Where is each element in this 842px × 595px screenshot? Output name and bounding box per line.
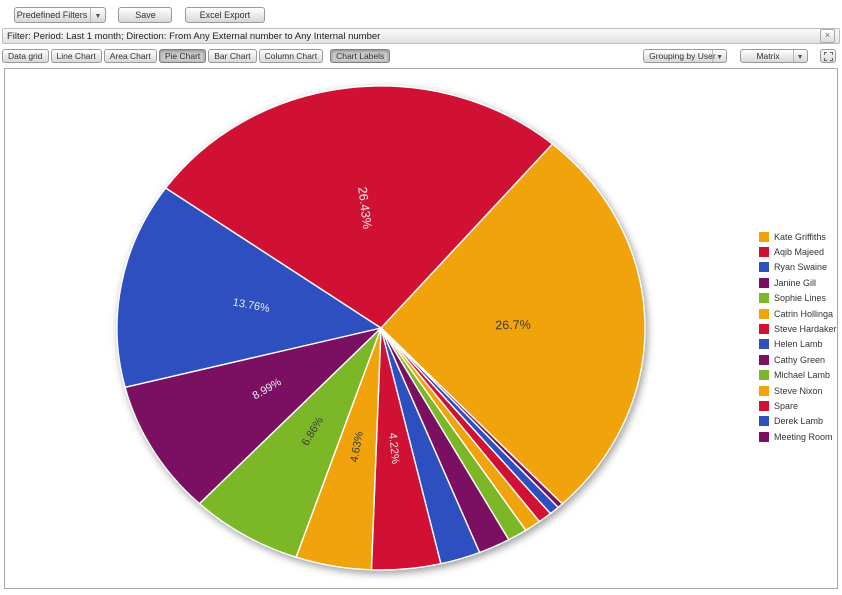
maximize-icon	[823, 52, 833, 61]
chart-type-button-pie-chart[interactable]: Pie Chart	[158, 49, 207, 63]
legend-label: Janine Gill	[774, 277, 817, 288]
legend-swatch	[759, 354, 769, 365]
pie-slice-label: 26.43%	[355, 186, 374, 230]
legend-label: Spare	[774, 400, 799, 411]
pie-slice[interactable]	[124, 326, 384, 505]
chart-type-button-chart-labels[interactable]: Chart Labels	[330, 49, 391, 63]
chevron-down-icon: ▼	[712, 50, 726, 62]
legend-swatch	[759, 247, 769, 258]
chart-type-button-column-chart[interactable]: Column Chart	[258, 49, 324, 63]
pie-slice[interactable]	[198, 327, 382, 559]
legend-label: Catrin Hollinga	[774, 308, 834, 319]
legend-label: Cathy Green	[774, 354, 826, 365]
legend-item[interactable]: Janine Gill	[759, 275, 837, 290]
legend-swatch	[759, 400, 769, 411]
legend-label: Kate Griffiths	[774, 231, 826, 242]
pie-slice[interactable]	[116, 187, 383, 389]
filter-summary-text: Filter: Period: Last 1 month; Direction:…	[7, 30, 381, 42]
chart-type-button-line-chart[interactable]: Line Chart	[50, 49, 102, 63]
predefined-filters-dropdown[interactable]: Predefined Filters ▼	[14, 7, 106, 23]
legend-swatch	[759, 308, 769, 319]
legend-item[interactable]: Spare	[759, 398, 837, 413]
chart-toolbar: Data grid Line Chart Area Chart Pie Chart Ba…	[2, 49, 840, 64]
legend-label: Derek Lamb	[774, 416, 824, 427]
legend-swatch	[759, 370, 769, 381]
legend-item[interactable]: Cathy Green	[759, 352, 837, 367]
legend-item[interactable]: Steve Nixon	[759, 383, 837, 398]
save-button[interactable]: Save	[118, 7, 173, 23]
chart-type-button-bar-chart[interactable]: Bar Chart	[208, 49, 257, 63]
legend-label: Aqib Majeed	[774, 247, 825, 258]
pie-slice-label: 4.63%	[348, 430, 365, 463]
legend-item[interactable]: Derek Lamb	[759, 414, 837, 429]
legend-label: Ryan Swaine	[774, 262, 828, 273]
matrix-label: Matrix	[756, 51, 780, 61]
chart-area: 26.7% 4.22% 4.63% 6.86% 8.99% 13.76% 26.43% Ka…	[4, 68, 838, 589]
legend-label: Helen Lamb	[774, 339, 823, 350]
maximize-button[interactable]	[820, 49, 836, 63]
legend-label: Michael Lamb	[774, 370, 831, 381]
legend-swatch	[759, 324, 769, 335]
legend-item[interactable]: Steve Hardaker	[759, 321, 837, 336]
legend-swatch	[759, 293, 769, 304]
legend-item[interactable]: Ryan Swaine	[759, 260, 837, 275]
excel-export-button[interactable]: Excel Export	[184, 7, 265, 23]
chart-type-button-area-chart[interactable]: Area Chart	[103, 49, 157, 63]
pie-slice-label: 4.22%	[386, 432, 401, 464]
pie-slice-label: 26.7%	[495, 318, 531, 333]
top-toolbar: Predefined Filters ▼ Save Excel Export	[14, 7, 265, 25]
legend-item[interactable]: Catrin Hollinga	[759, 306, 837, 321]
legend-swatch	[759, 431, 769, 442]
legend-label: Steve Nixon	[774, 385, 823, 396]
legend-item[interactable]: Michael Lamb	[759, 368, 837, 383]
legend-item[interactable]: Meeting Room	[759, 429, 837, 444]
chevron-down-icon: ▼	[90, 8, 105, 22]
grouping-dropdown[interactable]: Grouping by User ▼	[643, 49, 728, 63]
pie-slice[interactable]	[380, 143, 646, 505]
legend-item[interactable]: Aqib Majeed	[759, 244, 837, 259]
legend-swatch	[759, 277, 769, 288]
pie-chart: 26.7%4.22%4.63%6.86%8.99%13.76%26.43%	[116, 85, 646, 571]
pie-slice[interactable]	[164, 85, 554, 329]
legend-item[interactable]: Kate Griffiths	[759, 229, 837, 244]
chevron-down-icon: ▼	[792, 50, 807, 62]
legend-item[interactable]: Sophie Lines	[759, 291, 837, 306]
legend-swatch	[759, 385, 769, 396]
legend-swatch	[759, 416, 769, 427]
chart-options-group: Grouping by User ▼ Matrix ▼	[643, 49, 838, 67]
chart-legend: Kate Griffiths Aqib Majeed Ryan Swaine Jani…	[759, 229, 837, 444]
legend-item[interactable]: Helen Lamb	[759, 337, 837, 352]
legend-label: Steve Hardaker	[774, 324, 837, 335]
chart-type-button-data-grid[interactable]: Data grid	[2, 49, 49, 63]
grouping-label: Grouping by User	[649, 51, 716, 61]
close-icon[interactable]: ×	[820, 29, 835, 43]
legend-swatch	[759, 231, 769, 242]
legend-swatch	[759, 262, 769, 273]
legend-label: Meeting Room	[774, 431, 833, 442]
predefined-filters-label: Predefined Filters	[16, 10, 88, 20]
legend-label: Sophie Lines	[774, 293, 827, 304]
filter-bar: Filter: Period: Last 1 month; Direction:…	[2, 28, 840, 44]
matrix-dropdown[interactable]: Matrix ▼	[739, 49, 808, 63]
legend-swatch	[759, 339, 769, 350]
